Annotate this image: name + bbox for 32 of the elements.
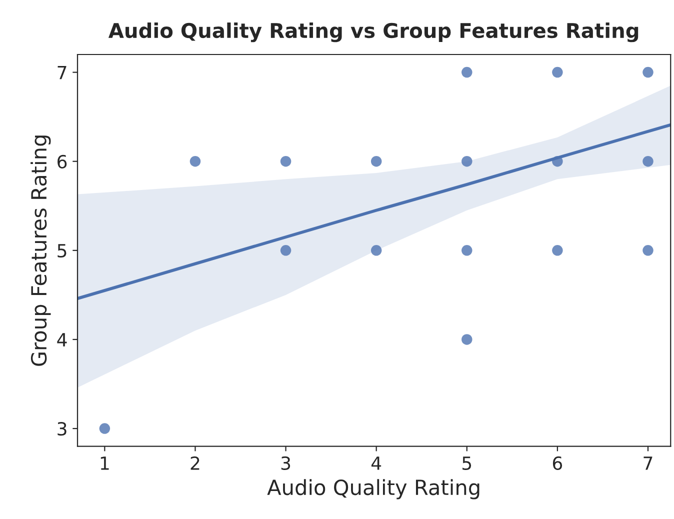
x-tick-label: 7 [644, 456, 652, 470]
point [462, 245, 472, 256]
x-tick-label: 5 [462, 456, 472, 470]
x-tick-label: 3 [281, 456, 290, 470]
chart-title: Audio Quality Rating vs Group Features Rating [108, 22, 638, 42]
point [642, 245, 654, 256]
point [462, 66, 472, 78]
y-tick-label: 3 [58, 422, 66, 436]
y-tick-label: 4 [57, 333, 67, 346]
point [280, 156, 292, 167]
point [280, 245, 292, 256]
point [99, 423, 110, 434]
point [462, 334, 472, 345]
point [642, 156, 654, 167]
x-tick-label: 1 [100, 456, 109, 470]
point [552, 245, 563, 256]
point [642, 66, 654, 78]
x-tick-label: 6 [552, 456, 562, 470]
y-tick-label: 6 [58, 154, 67, 168]
line-series [78, 123, 671, 300]
x-tick-label: 4 [371, 456, 382, 470]
point [552, 66, 563, 78]
x-axis-title: Audio Quality Rating [267, 479, 480, 500]
point [370, 156, 382, 167]
point [190, 156, 201, 167]
point [370, 245, 382, 256]
y-tick-label: 5 [58, 244, 66, 258]
x-tick-label: 2 [190, 456, 200, 470]
y-axis-title: Group Features Rating [30, 136, 51, 366]
point [462, 156, 472, 167]
point [552, 156, 563, 167]
y-tick-label: 7 [58, 66, 66, 80]
